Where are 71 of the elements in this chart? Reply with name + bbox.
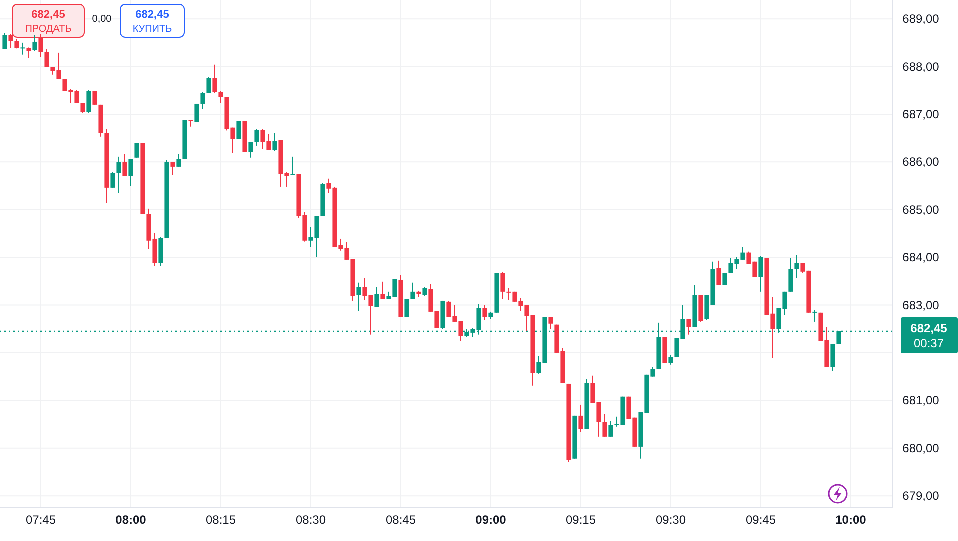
y-tick-label: 679,00	[902, 489, 940, 504]
candlestick	[86, 90, 92, 114]
annotation: 682,45	[136, 9, 170, 21]
ref-line-label: 682,45	[910, 322, 948, 336]
candlestick	[290, 156, 296, 176]
candlestick	[482, 304, 488, 321]
candlestick	[404, 298, 410, 318]
annotation: 0,00	[92, 14, 112, 25]
annotation: КУПИТЬ	[132, 24, 173, 35]
x-tick-label: 09:45	[746, 513, 776, 527]
candlestick	[80, 102, 86, 114]
candlestick	[500, 272, 506, 300]
candlestick	[608, 420, 614, 438]
candlestick	[380, 281, 386, 300]
candlestick	[356, 282, 362, 312]
candlestick	[116, 156, 122, 194]
candlestick	[2, 32, 8, 50]
candlestick	[716, 260, 722, 286]
y-tick-label: 688,00	[902, 60, 940, 74]
candlestick	[602, 414, 608, 438]
candlestick	[578, 404, 584, 433]
y-tick-label: 687,00	[902, 107, 940, 122]
candlestick	[218, 90, 224, 104]
candlestick	[410, 282, 416, 300]
x-tick-label: 08:15	[206, 513, 236, 527]
candlestick	[422, 286, 428, 297]
candlestick	[200, 92, 206, 110]
candlestick	[830, 344, 836, 372]
candlestick	[788, 258, 794, 292]
candlestick	[44, 48, 50, 68]
annotation: 682,45	[32, 9, 66, 21]
candlestick	[812, 310, 818, 322]
candlestick	[248, 142, 254, 158]
candlestick	[176, 154, 182, 168]
y-tick-label: 680,00	[902, 441, 940, 456]
y-tick-label: 684,00	[902, 250, 940, 265]
x-tick-label: 08:00	[116, 513, 147, 527]
y-tick-label: 689,00	[902, 12, 940, 26]
candlestick	[548, 316, 554, 330]
y-tick-label: 685,00	[902, 202, 940, 217]
candlestick	[758, 256, 764, 292]
candlestick	[170, 162, 176, 176]
x-tick-label: 09:00	[476, 513, 507, 527]
y-tick-label: 686,00	[902, 155, 940, 170]
annotation: ПРОДАТЬ	[25, 24, 72, 35]
candlestick	[272, 132, 278, 152]
y-tick-label: 681,00	[902, 394, 940, 408]
candlestick	[236, 120, 242, 140]
candlestick	[110, 172, 116, 188]
candlestick	[32, 34, 38, 52]
y-tick-label: 683,00	[902, 298, 940, 312]
candlestick	[20, 42, 26, 56]
candlestick	[206, 76, 212, 94]
candlestick	[122, 154, 128, 177]
x-tick-label: 08:30	[296, 513, 326, 527]
candlestick	[686, 318, 692, 336]
candlestick	[254, 128, 260, 146]
x-tick-label: 08:45	[386, 513, 416, 527]
candlestick	[212, 64, 218, 94]
x-tick-label: 07:45	[26, 513, 56, 527]
x-tick-label: 09:15	[566, 513, 596, 527]
candlestick	[128, 158, 134, 187]
candlestick	[668, 354, 674, 366]
candlestick	[26, 47, 32, 59]
x-tick-label: 09:30	[656, 513, 686, 527]
candlestick	[92, 90, 98, 106]
candlestick	[374, 286, 380, 308]
text: 00:37	[914, 336, 944, 351]
x-tick-label: 10:00	[836, 513, 867, 527]
candlestick	[794, 254, 800, 279]
candlestick	[134, 142, 140, 158]
